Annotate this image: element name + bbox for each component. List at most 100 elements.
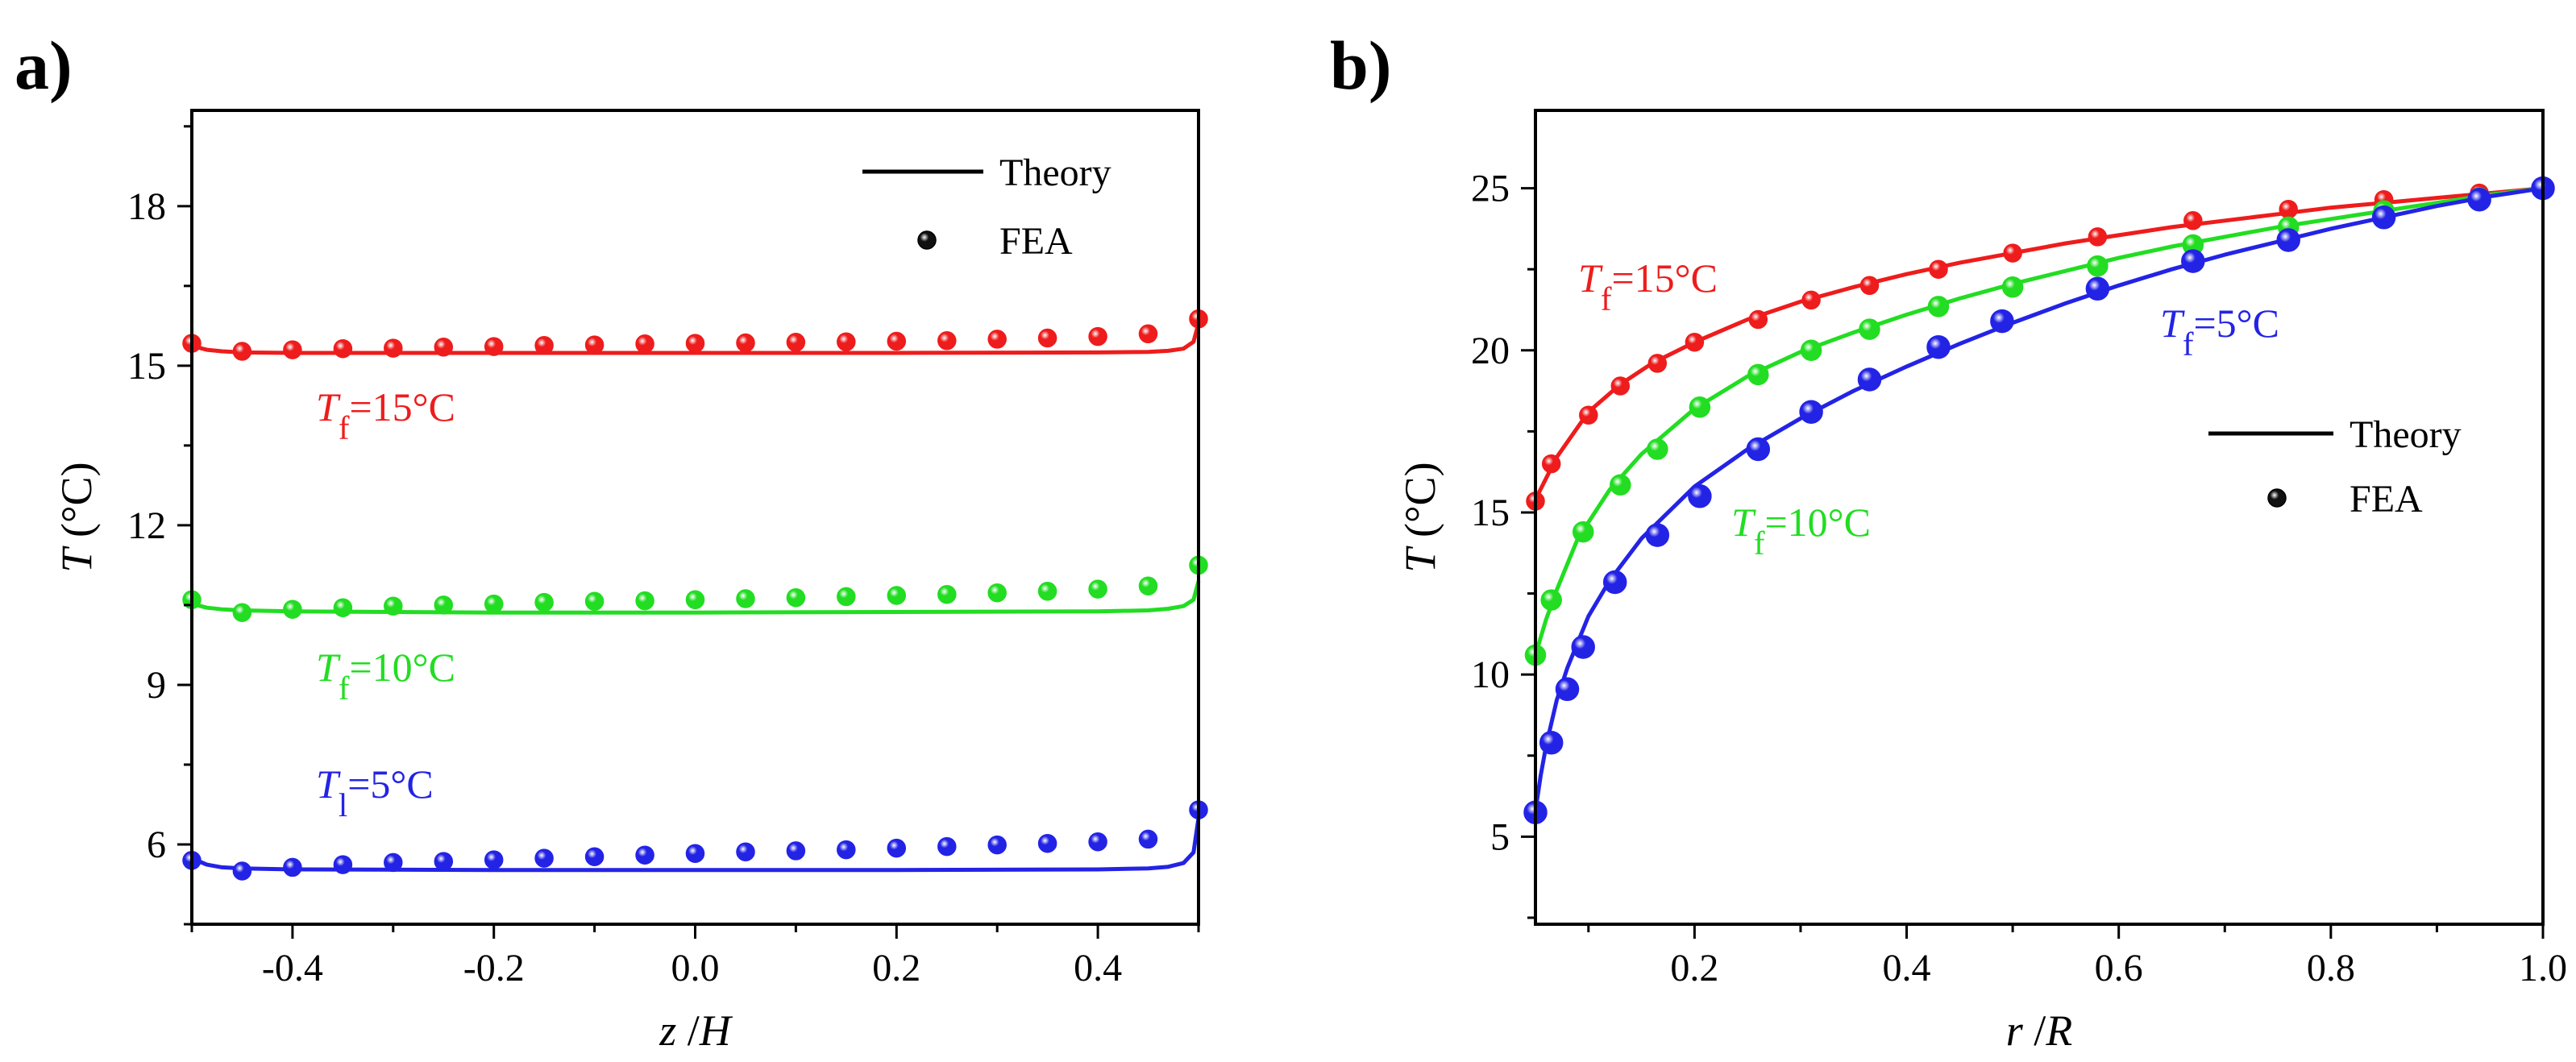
fea-point: [887, 331, 907, 351]
y-tick-label: 20: [1471, 330, 1510, 372]
fea-point: [1572, 521, 1594, 543]
fea-point: [1610, 474, 1631, 496]
fea-point: [1748, 309, 1768, 330]
fea-point: [837, 332, 856, 351]
y-tick-label: 18: [127, 185, 166, 228]
fea-point: [1647, 438, 1668, 460]
fea-point: [1685, 332, 1705, 352]
fea-point: [1088, 326, 1107, 346]
theory-line-tf-15-c: [1533, 186, 2544, 501]
fea-point: [685, 590, 705, 610]
fea-point: [283, 599, 302, 619]
fea-point: [1138, 576, 1158, 595]
fea-point: [2467, 187, 2491, 212]
y-tick-label: 6: [147, 823, 166, 866]
fea-point: [283, 340, 302, 359]
fea-point: [987, 330, 1007, 349]
x-tick-label: 0.8: [2307, 947, 2355, 989]
panel-label: a): [15, 27, 73, 104]
fea-point: [1571, 635, 1595, 659]
y-tick-label: 5: [1490, 815, 1510, 858]
fea-point: [232, 603, 252, 622]
fea-point: [1688, 484, 1712, 508]
fea-point: [534, 848, 554, 868]
fea-point: [384, 853, 403, 873]
y-tick-label: 15: [1471, 492, 1510, 534]
x-tick-label: 1.0: [2519, 947, 2567, 989]
fea-point: [837, 587, 856, 607]
fea-point: [333, 855, 353, 874]
fea-point: [1037, 833, 1057, 853]
fea-point: [1138, 829, 1158, 849]
chart-panel-b: b) Tf=15°C Tf=10°C Tf=5°C 0.2 0.4 0.6 0.8 1.0 5 10…: [1330, 27, 2567, 1055]
chart-panel-a: a) Tf=15°C Tf=10°C Tl=5°C -0.4 -0.2 0.0 0.2 0.4 6…: [15, 27, 1208, 1055]
fea-point: [1541, 454, 1561, 474]
y-tick-label: 9: [147, 664, 166, 707]
fea-point: [2085, 276, 2110, 301]
fea-point: [1555, 677, 1580, 702]
series-label-tf-5-c: Tf=5°C: [2160, 301, 2279, 363]
fea-point: [333, 338, 353, 359]
y-tick-label: 25: [1471, 168, 1510, 210]
fea-point: [434, 595, 454, 615]
series-label-tf-15-c: Tf=15°C: [1578, 255, 1718, 317]
fea-point: [736, 589, 755, 608]
x-axis-label: z /H: [659, 1006, 733, 1055]
fea-point: [1645, 523, 1670, 547]
fea-point: [887, 838, 907, 858]
fea-point: [584, 591, 605, 612]
x-tick-label: 0.4: [1074, 947, 1122, 989]
legend-theory-label: Theory: [2350, 413, 2462, 456]
fea-point: [534, 336, 554, 355]
series-label-tf-10-c: Tf=10°C: [1731, 500, 1871, 562]
theory-line-tl-5-c: [189, 817, 1201, 873]
fea-point: [333, 598, 353, 617]
fea-point: [384, 596, 403, 616]
fea-point: [232, 861, 252, 881]
fea-point: [685, 334, 705, 353]
fea-point: [937, 584, 957, 604]
fea-point: [534, 592, 554, 612]
fea-point: [1800, 339, 1822, 362]
fea-point: [1602, 570, 1627, 595]
x-tick-label: 0.2: [872, 947, 920, 989]
series-label-tl-5-c: Tl=5°C: [316, 761, 434, 823]
fea-point: [635, 334, 654, 354]
x-tick-label: -0.4: [262, 947, 323, 989]
fea-point: [937, 331, 957, 351]
fea-point: [584, 847, 605, 866]
theory-line-tf-15-c: [190, 322, 1201, 355]
fea-point: [1037, 328, 1057, 348]
fea-point: [987, 583, 1007, 603]
fea-point: [2003, 243, 2022, 263]
legend-fea-marker: [917, 230, 937, 250]
fea-point: [786, 333, 806, 352]
fea-point: [1539, 730, 1564, 755]
y-axis-label: T (°C): [52, 462, 101, 572]
fea-point: [1747, 363, 1769, 386]
fea-point: [1088, 832, 1107, 852]
fea-point: [1540, 589, 1562, 611]
fea-point: [1138, 324, 1158, 344]
fea-point: [283, 857, 302, 877]
panel-label: b): [1330, 27, 1391, 104]
fea-point: [484, 337, 504, 356]
x-tick-label: 0.6: [2095, 947, 2143, 989]
fea-point: [736, 842, 755, 861]
fea-point: [1926, 334, 1951, 359]
fea-point: [434, 338, 454, 357]
x-tick-label: -0.2: [463, 947, 525, 989]
fea-point: [1689, 396, 1711, 418]
x-tick-label: 0.4: [1883, 947, 1931, 989]
legend-fea-marker: [2267, 488, 2287, 508]
fea-point: [1746, 437, 1771, 462]
theory-line-tf-10-c: [190, 580, 1201, 615]
plot-frame: [1534, 109, 2545, 926]
y-tick-label: 10: [1471, 653, 1510, 696]
fea-point: [685, 844, 705, 863]
fea-point: [1927, 296, 1950, 317]
fea-point: [232, 342, 252, 361]
fea-point: [2279, 199, 2298, 219]
fea-point: [1610, 376, 1631, 396]
fea-point: [1857, 367, 1882, 392]
